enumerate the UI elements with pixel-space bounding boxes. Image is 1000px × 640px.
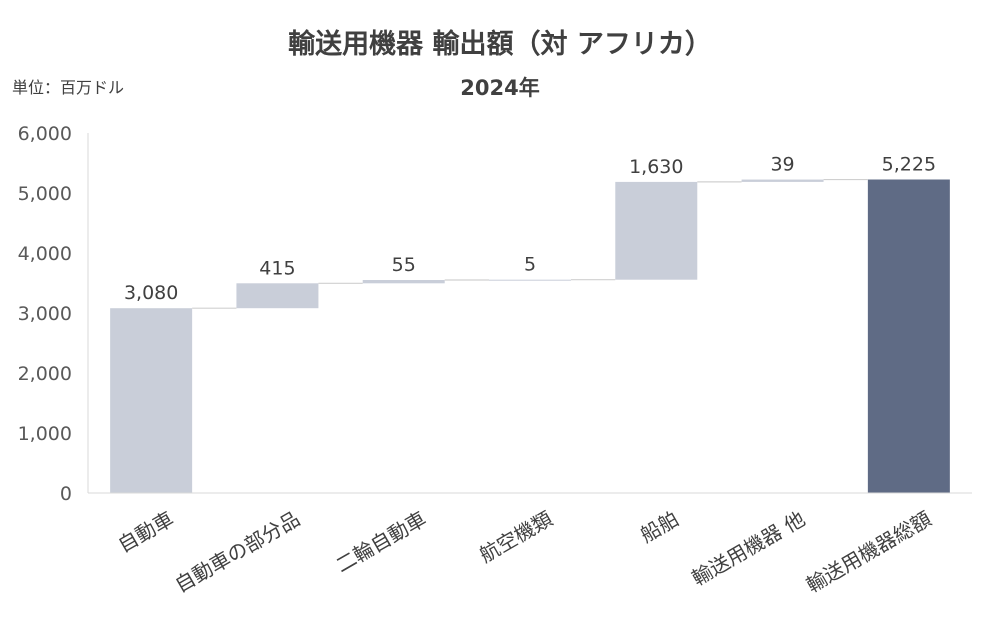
data-label: 415 — [259, 257, 295, 279]
bar-3 — [362, 280, 445, 284]
bar-6 — [741, 179, 824, 182]
y-tick-label: 3,000 — [18, 303, 72, 325]
x-category-label: 航空機類 — [475, 507, 556, 568]
data-label: 1,630 — [629, 156, 683, 178]
data-label: 39 — [770, 154, 794, 176]
chart-subtitle: 2024年 — [460, 76, 540, 100]
y-tick-label: 6,000 — [18, 123, 72, 145]
y-tick-label: 5,000 — [18, 183, 72, 205]
data-label: 55 — [392, 254, 416, 276]
x-category-label: 船舶 — [636, 507, 683, 548]
data-label: 5 — [524, 254, 536, 276]
bar-1 — [110, 308, 193, 493]
bar-2 — [236, 283, 319, 309]
unit-label: 単位：百万ドル — [12, 78, 125, 97]
y-tick-label: 2,000 — [18, 363, 72, 385]
x-category-label: 自動車 — [114, 507, 178, 558]
x-category-label: 輸送用機器総額 — [802, 507, 935, 598]
x-category-label: 輸送用機器 他 — [688, 507, 809, 591]
y-axis: 0 1,000 2,000 3,000 4,000 5,000 6,000 — [18, 123, 89, 505]
bar-7 — [867, 179, 950, 493]
data-label: 3,080 — [124, 282, 178, 304]
x-category-label: 二輪自動車 — [332, 507, 431, 578]
bar-4 — [489, 279, 571, 281]
bar-5 — [615, 181, 698, 280]
y-tick-label: 1,000 — [18, 423, 72, 445]
bars — [110, 179, 950, 493]
x-category-label: 自動車の部分品 — [171, 507, 304, 598]
y-tick-label: 4,000 — [18, 243, 72, 265]
data-label: 5,225 — [882, 154, 936, 176]
y-tick-label: 0 — [60, 483, 72, 505]
chart-title: 輸送用機器 輸出額（対 アフリカ） — [288, 29, 712, 60]
connectors — [192, 178, 868, 309]
